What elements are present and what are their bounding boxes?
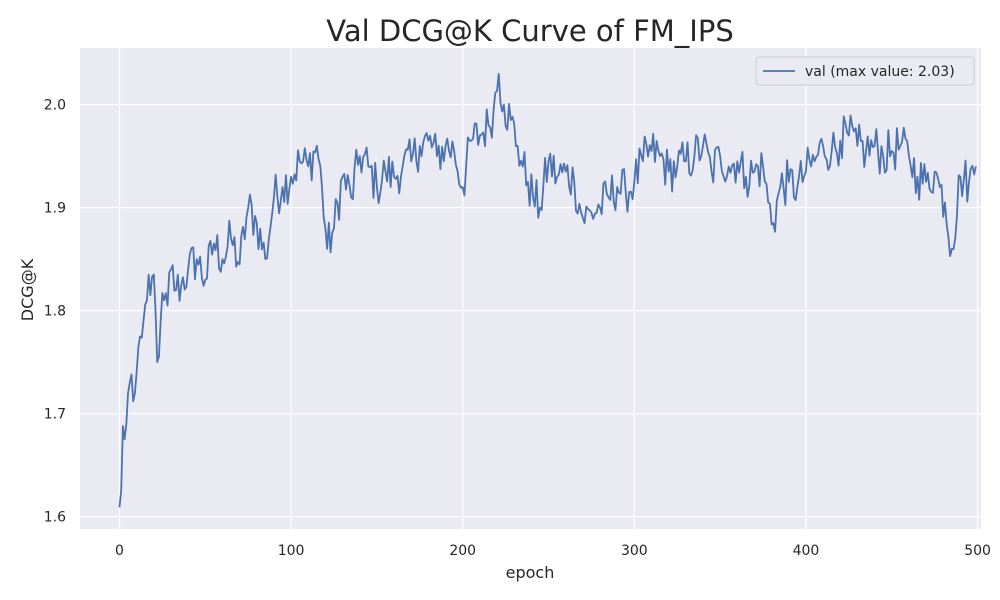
x-tick-label: 300: [621, 543, 648, 559]
x-tick-label: 500: [964, 543, 991, 559]
y-axis-label: DCG@K: [18, 258, 37, 321]
y-tick-label: 1.9: [44, 201, 66, 217]
y-tick-label: 2.0: [44, 98, 66, 114]
legend: val (max value: 2.03): [755, 56, 975, 86]
x-tick-labels: 0 100 200 300 400 500: [115, 543, 991, 559]
grid: [80, 48, 981, 529]
y-tick-label: 1.7: [44, 407, 66, 423]
plot-area: [80, 48, 981, 529]
series-lines: [118, 72, 977, 508]
x-tick-label: 0: [115, 543, 124, 559]
x-axis-label: epoch: [506, 563, 555, 582]
x-tick-label: 100: [278, 543, 305, 559]
y-tick-labels: 1.6 1.7 1.8 1.9 2.0: [44, 98, 66, 526]
legend-box: [755, 56, 975, 86]
series-line: [118, 72, 977, 508]
x-tick-label: 200: [449, 543, 476, 559]
legend-label: val (max value: 2.03): [805, 64, 955, 80]
chart-title: Val DCG@K Curve of FM_IPS: [326, 14, 734, 48]
y-tick-label: 1.6: [44, 510, 66, 526]
y-tick-label: 1.8: [44, 304, 66, 320]
x-tick-label: 400: [793, 543, 820, 559]
